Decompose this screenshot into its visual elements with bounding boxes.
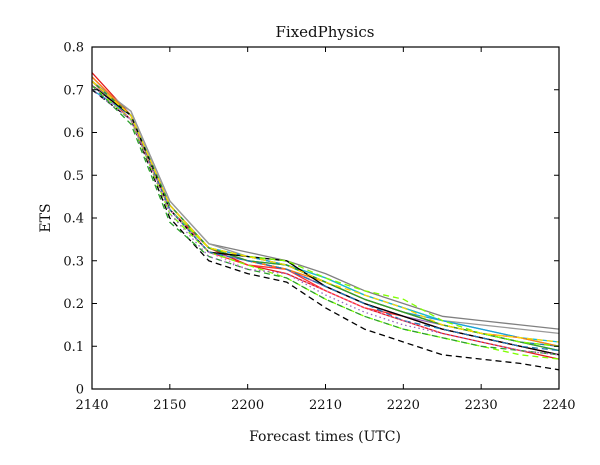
series-line-13 <box>91 89 560 371</box>
x-tick-label: 2200 <box>231 398 264 413</box>
ticks-layer: 2140 2150 2200 2210 2220 2230 2240 0 0.1 0.2 0.3 0.… <box>63 41 575 414</box>
y-tick-label: 0.2 <box>63 297 84 312</box>
series-line-14 <box>91 80 560 347</box>
y-tick-label: 0.7 <box>63 83 84 98</box>
y-tick-label: 0.4 <box>63 212 84 227</box>
series-line-9 <box>91 84 560 352</box>
series-line-6 <box>91 84 560 343</box>
series-line-12 <box>91 84 560 356</box>
series-line-8 <box>91 80 560 347</box>
series-line-20 <box>91 80 560 343</box>
y-axis-label: ETS <box>38 203 54 232</box>
series-line-16 <box>91 85 560 356</box>
y-tick-label: 0.5 <box>63 169 84 184</box>
series-line-10 <box>91 76 560 347</box>
series-line-17 <box>91 80 560 352</box>
series-line-11 <box>91 80 560 352</box>
y-tick-label: 0.1 <box>63 340 84 355</box>
x-tick-label: 2210 <box>309 398 342 413</box>
y-tick-label: 0 <box>76 383 84 398</box>
y-tick-label: 0.8 <box>63 41 84 56</box>
series-line-3 <box>91 80 560 356</box>
x-tick-label: 2240 <box>542 398 575 413</box>
series-line-15 <box>91 85 560 360</box>
x-tick-label: 2150 <box>153 398 186 413</box>
series-line-4 <box>91 84 560 330</box>
series-line-19 <box>91 89 560 356</box>
x-tick-label: 2220 <box>387 398 420 413</box>
plot-frame <box>91 46 560 390</box>
series-layer <box>91 72 560 371</box>
series-line-18 <box>91 85 560 356</box>
series-line-1 <box>91 72 560 360</box>
x-axis-label: Forecast times (UTC) <box>249 429 401 445</box>
x-tick-label: 2140 <box>75 398 108 413</box>
y-tick-label: 0.6 <box>63 126 84 141</box>
series-line-2 <box>91 76 560 356</box>
y-tick-label: 0.3 <box>63 254 84 269</box>
x-tick-label: 2230 <box>465 398 498 413</box>
chart-title: FixedPhysics <box>276 23 375 41</box>
